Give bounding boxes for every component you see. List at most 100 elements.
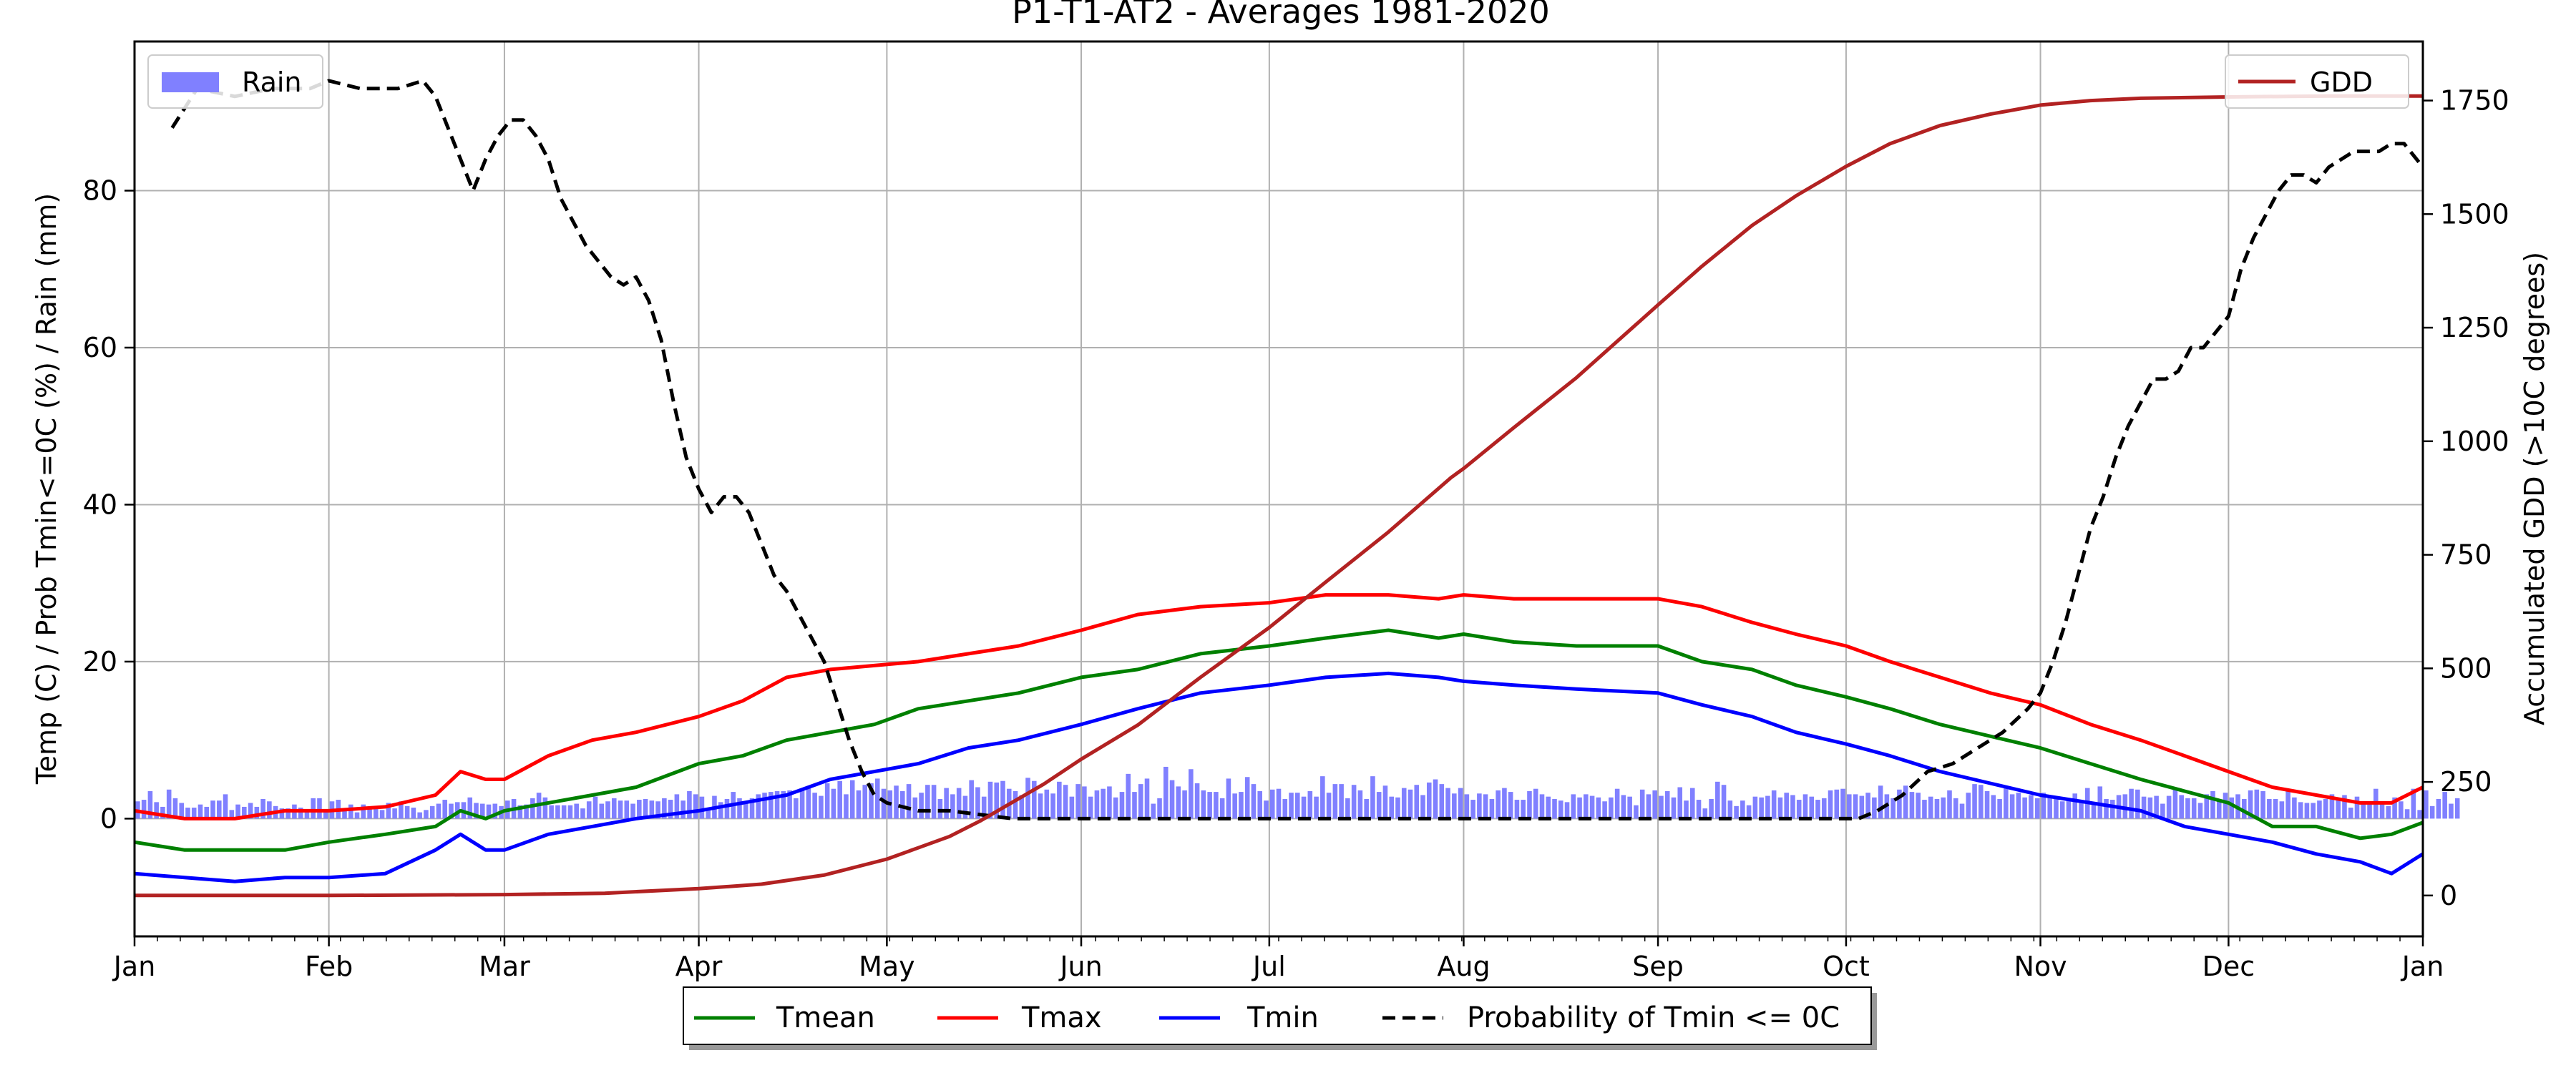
x-tick-label: Dec — [2202, 951, 2255, 982]
rain-bar — [894, 785, 899, 819]
rain-bar — [197, 804, 203, 819]
rain-bar — [1144, 778, 1150, 819]
rain-bar — [2041, 793, 2046, 819]
rain-bar — [2129, 788, 2134, 819]
rain-bar — [1151, 803, 1156, 819]
x-tick-label: Apr — [675, 951, 723, 982]
rain-bar — [1138, 784, 1143, 819]
rain-bar — [2004, 786, 2009, 819]
y-right-tick-label: 1000 — [2440, 426, 2509, 457]
rain-bar — [1539, 794, 1545, 819]
rain-bar — [680, 800, 686, 819]
rain-bar — [492, 803, 498, 819]
rain-bar — [1796, 800, 1802, 819]
rain-bar — [2122, 794, 2128, 819]
rain-bar — [141, 800, 147, 819]
rain-bar — [687, 790, 692, 819]
rain-bar — [1765, 795, 1770, 819]
rain-bar — [1966, 793, 1971, 819]
rain-bar — [580, 808, 585, 819]
legend-bottom-frame — [683, 986, 1872, 1045]
rain-bar — [1244, 777, 1250, 819]
rain-bar — [1351, 785, 1357, 819]
rain-bar — [956, 788, 962, 819]
rain-bar — [1176, 786, 1181, 819]
rain-bar — [1584, 794, 1589, 819]
rain-bar — [919, 793, 924, 819]
x-tick-label: Jan — [2401, 951, 2444, 982]
rain-bar — [1627, 796, 1632, 819]
rain-bar — [555, 805, 560, 819]
rain-bar — [2323, 798, 2328, 819]
rain-bar — [1890, 798, 1896, 819]
rain-bar — [787, 790, 792, 819]
rain-bar — [1941, 797, 1946, 819]
rain-bar — [1521, 800, 1526, 819]
y-axis-left: 0 20 40 60 80 — [83, 175, 135, 834]
rain-bar — [2223, 793, 2228, 819]
rain-bar — [2172, 788, 2178, 819]
rain-bar — [1771, 790, 1777, 819]
rain-bar — [166, 789, 172, 819]
rain-bar — [1013, 790, 1018, 819]
rain-bar — [630, 803, 635, 819]
rain-bar — [204, 806, 210, 819]
rain-bar — [1207, 792, 1212, 819]
rain-bar — [724, 798, 730, 819]
rain-bar — [975, 787, 980, 819]
rain-bar — [2267, 798, 2272, 819]
rain-bar — [1458, 788, 1463, 819]
rain-bar — [2317, 800, 2322, 819]
rain-bar — [1119, 792, 1125, 819]
rain-bar — [1320, 776, 1325, 819]
rain-bar — [819, 795, 824, 819]
series-tmax-line — [134, 593, 2424, 820]
rain-bar — [1345, 798, 1350, 819]
series-probability-of-tmin-0c-line — [170, 79, 2424, 820]
rain-bar — [2079, 801, 2084, 819]
rain-bar — [374, 808, 379, 819]
rain-bar — [611, 798, 617, 819]
rain-bar — [2354, 796, 2360, 819]
rain-bar — [2210, 790, 2215, 819]
rain-bar — [900, 790, 905, 819]
rain-bar — [1063, 785, 1068, 819]
rain-bar — [1420, 795, 1425, 819]
rain-bar — [1452, 793, 1457, 819]
rain-bar — [1332, 784, 1338, 819]
rain-bar — [467, 797, 473, 819]
rain-bar — [442, 800, 447, 819]
rain-bar — [2185, 798, 2190, 819]
series-tmean-line — [134, 628, 2424, 852]
rain-bar — [1909, 792, 1915, 819]
y-left-tick-label: 0 — [100, 803, 117, 834]
rain-bar — [1113, 797, 1118, 819]
rain-bar — [962, 795, 968, 819]
rain-bar — [1715, 781, 1720, 819]
rain-bar — [2361, 803, 2366, 819]
rain-bar — [1903, 785, 1908, 819]
rain-bar — [824, 783, 830, 819]
rain-bar — [2097, 786, 2103, 819]
x-tick-label: Nov — [2014, 951, 2067, 982]
rain-bar — [1364, 798, 1369, 819]
rain-bar — [1922, 800, 1927, 819]
rain-bar — [1634, 805, 1639, 819]
rain-bar — [1514, 800, 1520, 819]
x-tick-label: Feb — [305, 951, 353, 982]
y-right-tick-label: 1750 — [2440, 85, 2509, 117]
rain-bar — [1126, 773, 1131, 819]
rain-bar — [2160, 803, 2165, 819]
rain-bar — [530, 798, 535, 819]
rain-bar — [1038, 793, 1043, 819]
rain-bar — [1589, 795, 1595, 819]
rain-bar — [1157, 798, 1162, 819]
rain-bar — [260, 798, 265, 819]
rain-bar — [931, 785, 937, 819]
rain-bar — [1282, 798, 1288, 819]
rain-bar — [210, 800, 215, 819]
rain-bar — [1790, 795, 1795, 819]
rain-bar — [1025, 778, 1030, 819]
rain-bar — [567, 805, 573, 819]
rain-bar — [2429, 805, 2435, 819]
